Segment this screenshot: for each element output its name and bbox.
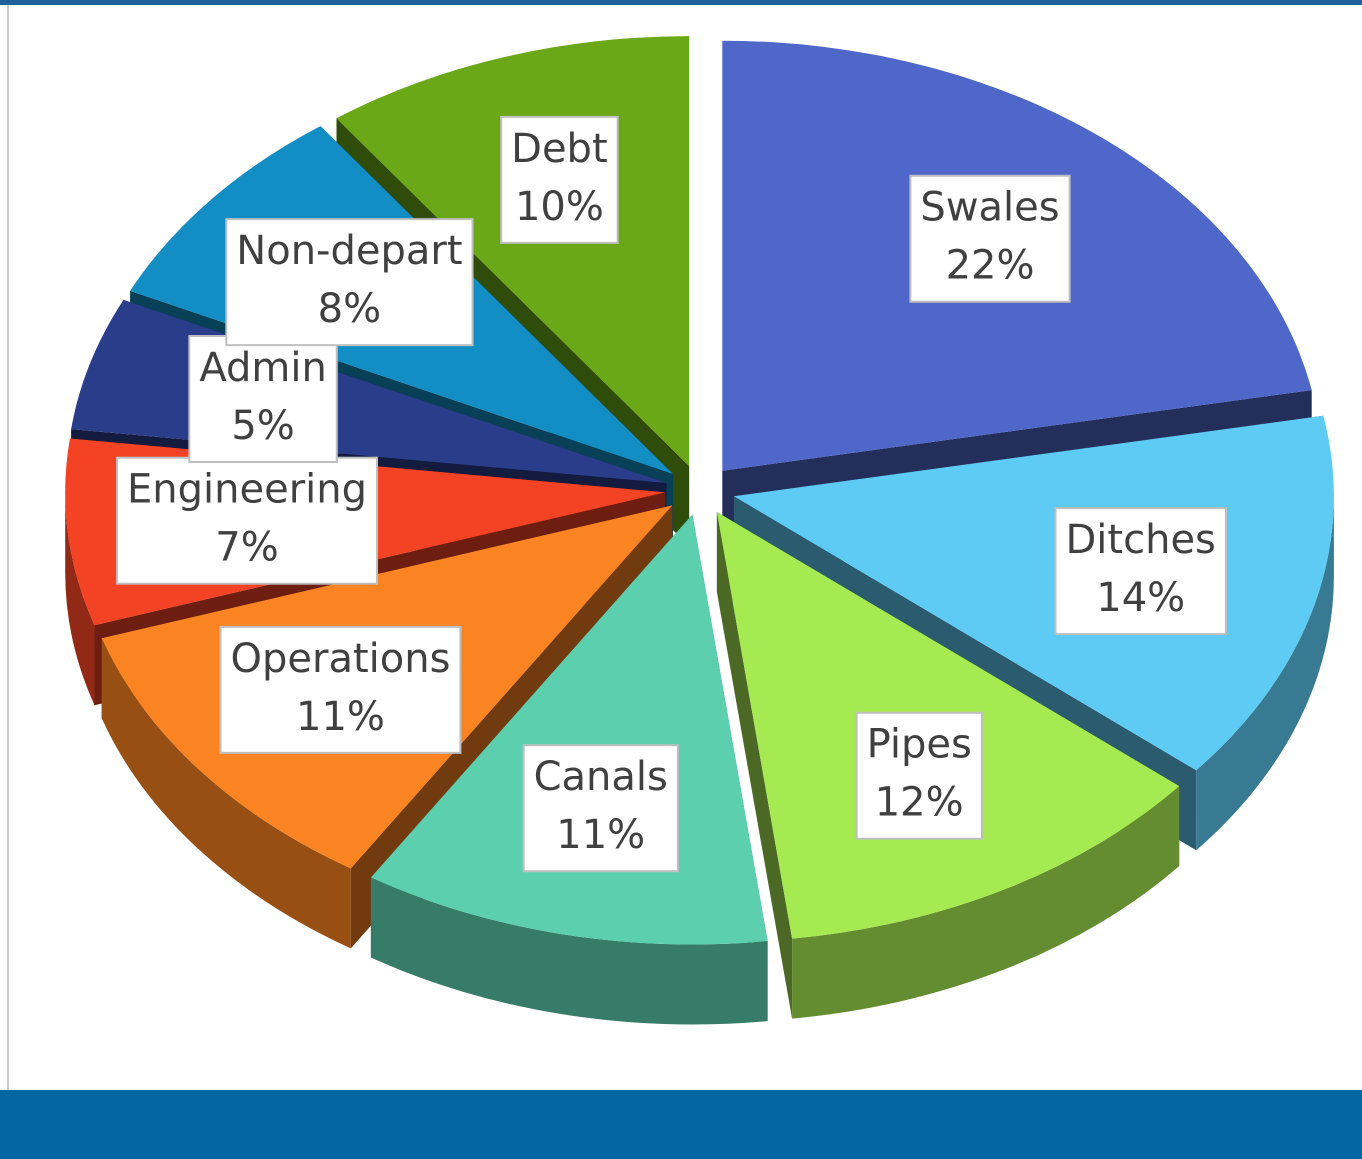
category-label: Swales [920, 185, 1059, 231]
labels: Swales22%Ditches14%Pipes12%Canals11%Oper… [116, 115, 1227, 873]
slice-wall [101, 638, 351, 949]
label-box [500, 115, 619, 244]
value-label: 14% [1096, 575, 1185, 621]
slice-side [716, 512, 793, 1019]
value-label: 7% [215, 525, 278, 571]
label-box [219, 625, 462, 754]
category-label: Engineering [127, 467, 367, 513]
data-label: Ditches 14% [1054, 507, 1227, 636]
slice [733, 415, 1334, 771]
slice-wall [792, 786, 1180, 1019]
slice-wall [1196, 496, 1334, 851]
value-label: 11% [556, 812, 645, 858]
data-label: Admin 5% [188, 335, 338, 464]
category-label: Pipes [867, 722, 972, 768]
footer-band [0, 1090, 1362, 1159]
value-label: 11% [296, 694, 385, 740]
data-label: Non-depart 8% [225, 218, 474, 347]
value-label: 22% [946, 243, 1035, 289]
data-label: Operations 11% [219, 625, 462, 754]
category-label: Canals [534, 754, 668, 800]
slice-wall [65, 492, 95, 706]
category-label: Non-depart [236, 228, 462, 274]
value-label: 10% [515, 184, 604, 230]
category-label: Ditches [1066, 517, 1216, 563]
data-label: Pipes 12% [855, 711, 983, 840]
slice-wall [370, 877, 768, 1025]
value-label: 8% [318, 286, 381, 332]
data-label: Canals 11% [522, 744, 679, 873]
label-box [225, 218, 474, 347]
value-label: 5% [231, 403, 294, 449]
label-box [522, 744, 679, 873]
label-box [909, 174, 1071, 303]
value-label: 12% [875, 780, 964, 826]
data-label: Engineering 7% [116, 456, 379, 585]
top-bar [0, 0, 1362, 5]
category-label: Debt [511, 126, 607, 172]
category-label: Operations [231, 636, 451, 682]
label-box [188, 335, 338, 464]
category-label: Admin [199, 345, 326, 391]
data-label: Debt 10% [500, 115, 619, 244]
label-box [855, 711, 983, 840]
data-label: Swales 22% [909, 174, 1071, 303]
label-box [1054, 507, 1227, 636]
